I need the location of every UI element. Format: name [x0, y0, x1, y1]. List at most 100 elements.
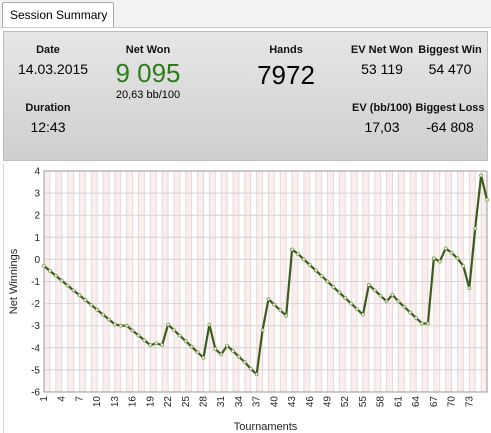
data-point — [278, 308, 283, 313]
date-label: Date — [36, 44, 60, 56]
x-tick-label: 22 — [163, 396, 174, 408]
data-point — [124, 323, 129, 328]
data-point — [485, 197, 489, 202]
data-point — [296, 251, 300, 256]
data-point — [366, 282, 371, 287]
biggest-loss-stat: Biggest Loss -64 808 — [412, 102, 488, 135]
data-point — [254, 372, 259, 377]
data-point — [402, 305, 407, 309]
y-tick-label: 3 — [34, 189, 40, 200]
data-point — [331, 285, 336, 289]
data-point — [319, 274, 324, 278]
x-tick-label: 4 — [57, 396, 68, 402]
data-point — [207, 322, 212, 327]
data-point — [384, 299, 389, 304]
biggest-loss-value: -64 808 — [426, 119, 474, 135]
data-point — [479, 173, 483, 178]
hands-label: Hands — [269, 44, 303, 56]
ev-bb100-stat: EV (bb/100) 17,03 — [346, 102, 418, 135]
net-won-value: 9 095 — [115, 58, 181, 88]
x-tick-label: 19 — [145, 396, 156, 408]
data-point — [154, 341, 159, 346]
y-tick-label: 0 — [34, 255, 40, 266]
data-point — [248, 366, 253, 371]
ev-net-won-value: 53 119 — [361, 61, 403, 77]
data-point — [325, 279, 330, 284]
tab-session-summary[interactable]: Session Summary — [2, 2, 114, 27]
data-point — [136, 333, 141, 338]
data-point — [272, 302, 277, 307]
y-tick-label: 4 — [34, 167, 40, 178]
y-tick-label: 1 — [34, 233, 40, 244]
data-point — [420, 321, 424, 326]
x-tick-label: 28 — [198, 396, 209, 408]
x-tick-label: 61 — [393, 396, 404, 408]
x-tick-label: 1 — [39, 396, 50, 402]
series-line — [43, 174, 489, 376]
y-tick-label: -5 — [31, 365, 40, 376]
data-point — [48, 268, 52, 273]
data-point — [473, 226, 478, 231]
data-point — [290, 247, 294, 252]
data-point — [160, 343, 165, 348]
data-point — [71, 288, 76, 293]
net-won-stat: Net Won 9 095 20,63 bb/100 — [98, 44, 198, 101]
data-point — [355, 307, 359, 312]
data-point — [284, 313, 289, 318]
data-point — [107, 317, 111, 322]
ev-net-won-stat: EV Net Won 53 119 — [346, 44, 418, 77]
x-axis-title: Tournaments — [234, 421, 298, 433]
data-point — [237, 354, 241, 359]
net-won-label: Net Won — [125, 44, 171, 56]
data-point — [231, 349, 235, 354]
data-point — [449, 250, 454, 255]
hands-stat: Hands 7972 — [236, 44, 336, 91]
data-point — [349, 301, 354, 306]
hands-value: 7972 — [257, 60, 315, 90]
data-point — [83, 298, 88, 302]
data-point — [59, 278, 64, 283]
data-point — [343, 296, 348, 300]
data-point — [142, 338, 147, 343]
biggest-loss-label: Biggest Loss — [415, 102, 485, 114]
x-tick-label: 37 — [252, 396, 263, 408]
data-point — [95, 307, 100, 312]
y-tick-label: -2 — [31, 299, 40, 310]
data-point — [414, 316, 419, 320]
x-tick-label: 16 — [128, 396, 139, 408]
x-tick-label: 40 — [269, 396, 280, 408]
data-point — [130, 328, 135, 333]
ev-net-won-label: EV Net Won — [350, 44, 414, 56]
data-point — [65, 283, 70, 288]
duration-stat: Duration 12:43 — [18, 102, 78, 135]
data-point — [172, 328, 176, 333]
session-summary-panel: Date 14.03.2015 Duration 12:43 Net Won 9… — [3, 31, 488, 161]
x-tick-label: 43 — [287, 396, 298, 408]
data-point — [225, 343, 230, 348]
y-tick-label: -1 — [31, 277, 40, 288]
net-won-bb100: 20,63 bb/100 — [115, 89, 181, 101]
data-point — [77, 293, 82, 298]
x-tick-label: 58 — [376, 396, 387, 408]
x-tick-label: 64 — [411, 396, 422, 408]
x-tick-label: 10 — [92, 396, 103, 408]
data-point — [455, 256, 460, 261]
y-tick-label: -3 — [31, 321, 40, 332]
y-tick-label: -6 — [31, 388, 40, 399]
data-point — [42, 264, 46, 268]
data-point — [183, 339, 188, 344]
data-point — [431, 256, 436, 261]
x-tick-label: 25 — [181, 396, 192, 408]
ev-bb100-value: 17,03 — [364, 119, 400, 135]
data-point — [361, 312, 365, 317]
x-tick-label: 34 — [234, 396, 245, 408]
data-point — [166, 322, 170, 327]
date-value: 14.03.2015 — [18, 61, 89, 77]
x-tick-label: 31 — [216, 396, 227, 408]
data-point — [461, 264, 466, 268]
date-stat: Date 14.03.2015 — [18, 44, 89, 77]
y-axis-title: Net Winnings — [8, 248, 20, 314]
data-point — [118, 323, 123, 328]
data-point — [219, 352, 224, 357]
data-point — [372, 288, 377, 293]
